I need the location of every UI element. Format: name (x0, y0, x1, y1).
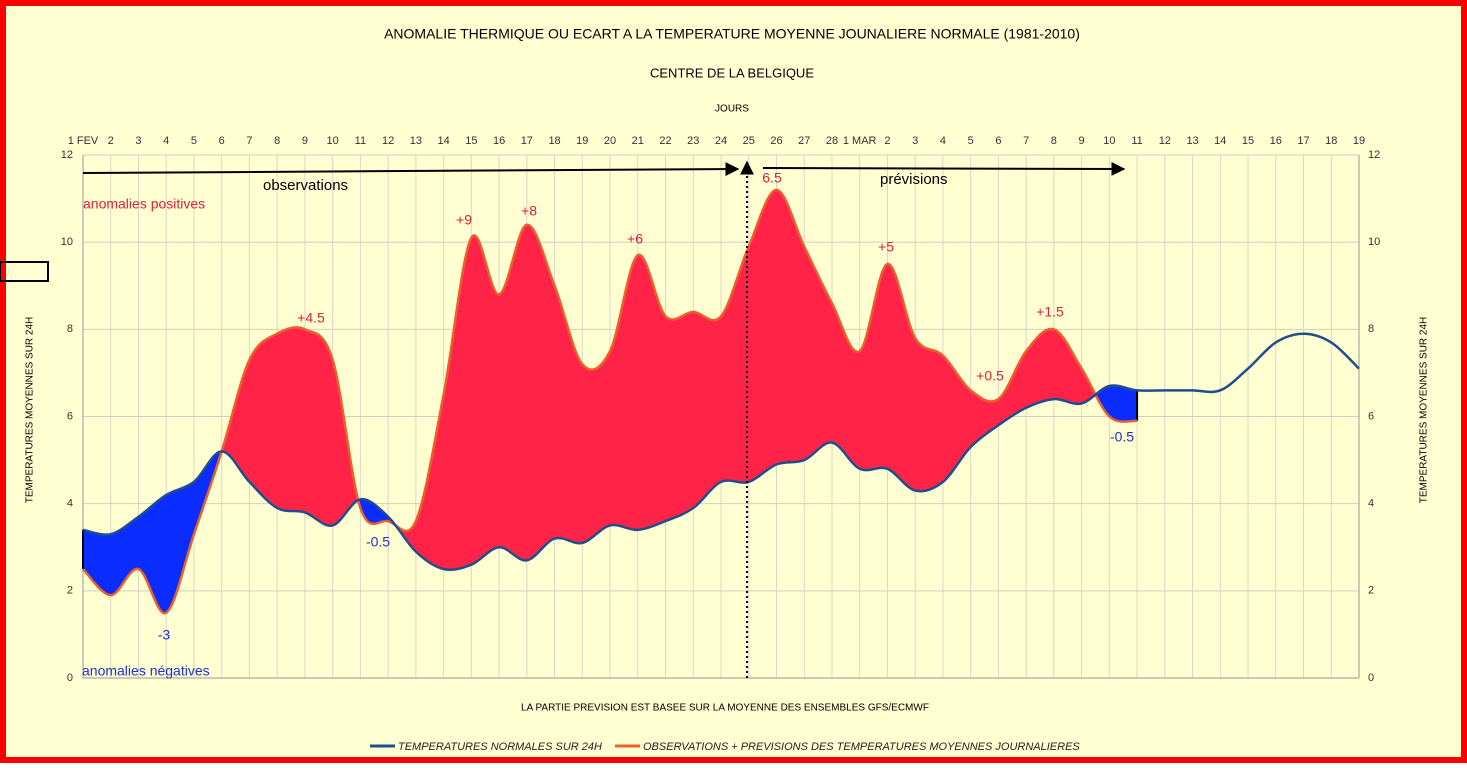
y2-tick-label: 0 (1368, 672, 1374, 684)
x-tick-label: 23 (687, 135, 699, 147)
y-tick-label: 10 (61, 236, 73, 248)
x-tick-label: 27 (798, 135, 810, 147)
annotation: prévisions (880, 171, 948, 188)
series-line (82, 332, 1360, 572)
x-tick-label: 8 (1051, 135, 1057, 147)
legend-label: OBSERVATIONS + PREVISIONS DES TEMPERATUR… (643, 741, 1080, 753)
x-tick-label: 9 (302, 135, 308, 147)
x-tick-label: 2 (884, 135, 890, 147)
x-tick-label: 21 (632, 135, 644, 147)
y-tick-label: 8 (67, 323, 73, 335)
x-tick-label: 12 (1159, 135, 1171, 147)
y2-tick-label: 6 (1368, 410, 1374, 422)
x-tick-label: 16 (1270, 135, 1282, 147)
x-tick-label: 10 (1103, 135, 1115, 147)
forecast-arrow (762, 161, 1126, 176)
x-axis-label: JOURS (715, 104, 749, 115)
x-tick-label: 14 (437, 135, 449, 147)
x-tick-label: 2 (108, 135, 114, 147)
annotation: +0.5 (976, 368, 1004, 384)
x-tick-label: 4 (940, 135, 946, 147)
y2-tick-label: 4 (1368, 498, 1374, 510)
annotation: anomalies négatives (82, 663, 210, 679)
annotation: observations (263, 177, 348, 194)
x-tick-label: 6 (995, 135, 1001, 147)
observations-arrow (82, 162, 740, 177)
y-tick-label: 4 (67, 498, 73, 510)
x-tick-label: 9 (1079, 135, 1085, 147)
x-tick-label: 17 (1297, 135, 1309, 147)
y2-tick-label: 12 (1368, 149, 1380, 161)
x-tick-label: 8 (274, 135, 280, 147)
x-tick-label: 13 (410, 135, 422, 147)
y2-axis-label: TEMPERATURES MOYENNES SUR 24H (1419, 317, 1430, 504)
x-tick-label: 7 (246, 135, 252, 147)
x-tick-label: 19 (1353, 135, 1365, 147)
annotation: +1.5 (1036, 304, 1064, 320)
x-tick-label: 19 (576, 135, 588, 147)
x-tick-label: 25 (743, 135, 755, 147)
artifact-box (0, 261, 49, 282)
x-tick-label: 17 (521, 135, 533, 147)
y2-tick-label: 8 (1368, 323, 1374, 335)
y-axis-label: TEMPERATURES MOYENNES SUR 24H (25, 317, 36, 504)
annotation: +5 (878, 239, 894, 255)
annotation: -0.5 (366, 534, 390, 550)
y2-tick-label: 10 (1368, 236, 1380, 248)
annotation: -0.5 (1110, 429, 1134, 445)
x-tick-label: 6 (219, 135, 225, 147)
footnote: LA PARTIE PREVISION EST BASEE SUR LA MOY… (521, 703, 929, 714)
annotation: +8 (521, 203, 537, 219)
series-line (82, 188, 1138, 615)
x-tick-label: 28 (826, 135, 838, 147)
x-tick-label: 18 (548, 135, 560, 147)
x-tick-label: 1 MAR (843, 135, 877, 147)
x-tick-label: 12 (382, 135, 394, 147)
x-tick-label: 3 (135, 135, 141, 147)
x-tick-label: 14 (1214, 135, 1226, 147)
x-tick-label: 7 (1023, 135, 1029, 147)
chart-subtitle: CENTRE DE LA BELGIQUE (650, 65, 814, 80)
x-tick-label: 18 (1325, 135, 1337, 147)
x-tick-label: 16 (493, 135, 505, 147)
y2-tick-label: 2 (1368, 585, 1374, 597)
annotation: +6 (627, 231, 643, 247)
x-tick-label: 11 (1131, 135, 1142, 147)
y-tick-label: 12 (61, 149, 73, 161)
y-tick-label: 2 (67, 585, 73, 597)
annotation: 6.5 (762, 170, 782, 186)
x-tick-label: 5 (968, 135, 974, 147)
annotation: +4.5 (297, 310, 325, 326)
x-tick-label: 10 (327, 135, 339, 147)
x-tick-label: 13 (1186, 135, 1198, 147)
x-tick-label: 3 (912, 135, 918, 147)
chart-title: ANOMALIE THERMIQUE OU ECART A LA TEMPERA… (384, 26, 1080, 42)
legend-label: TEMPERATURES NORMALES SUR 24H (398, 741, 602, 753)
x-tick-label: 15 (1242, 135, 1254, 147)
x-tick-label: 20 (604, 135, 616, 147)
x-tick-label: 22 (659, 135, 671, 147)
y-tick-label: 6 (67, 410, 73, 422)
x-tick-label: 4 (163, 135, 169, 147)
annotation: -3 (158, 627, 171, 643)
x-tick-label: 5 (191, 135, 197, 147)
x-tick-label: 26 (770, 135, 782, 147)
x-tick-label: 11 (355, 135, 366, 147)
x-tick-label: 1 FEV (68, 135, 99, 147)
y-tick-label: 0 (67, 672, 73, 684)
annotation: +9 (456, 212, 472, 228)
x-tick-label: 15 (465, 135, 477, 147)
x-tick-label: 24 (715, 135, 727, 147)
annotation: anomalies positives (83, 196, 205, 212)
